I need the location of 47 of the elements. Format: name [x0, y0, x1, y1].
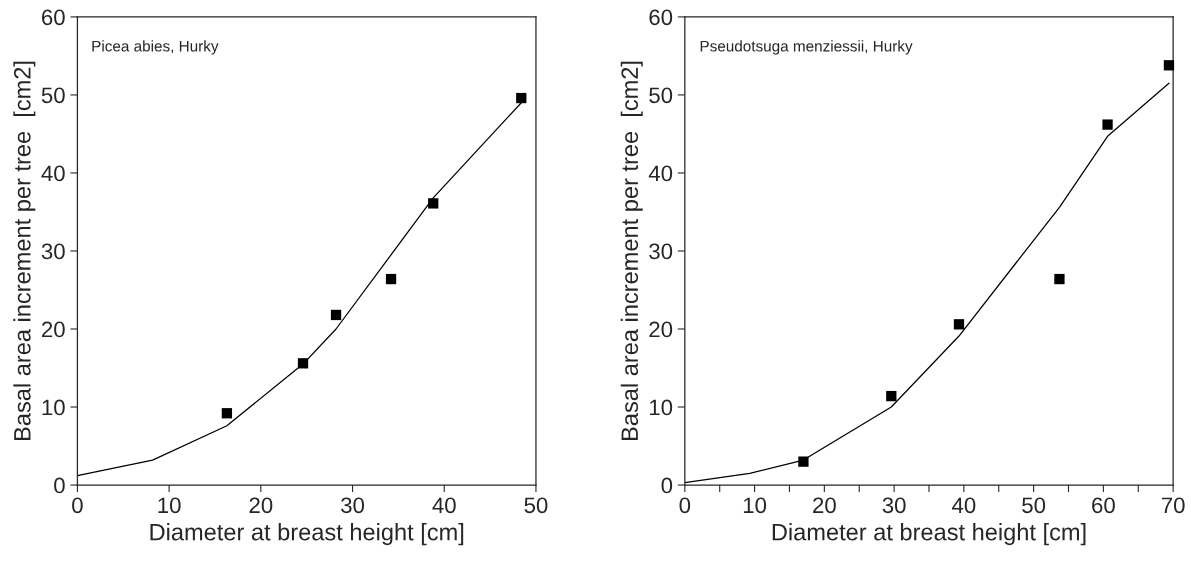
- y-tick-label: 0: [661, 477, 673, 494]
- y-tick-label: 20: [649, 321, 673, 338]
- x-axis-title: Diameter at breast height [cm]: [772, 523, 1086, 546]
- y-tick-label: 60: [649, 9, 673, 26]
- x-tick-label: 20: [813, 497, 836, 514]
- y-tick-label: 10: [650, 399, 673, 416]
- x-tick-label: 50: [524, 497, 548, 514]
- y-axis-title: Basal area increment per tree [cm2]: [13, 61, 36, 440]
- point: [428, 198, 439, 209]
- y-tick-label: 50: [41, 87, 65, 104]
- y-tick-label: 30: [41, 243, 65, 260]
- annotation: Picea abies, Hurky: [92, 40, 219, 55]
- point: [1102, 119, 1113, 130]
- x-tick-label: 30: [341, 497, 365, 514]
- x-tick-label: 70: [1161, 497, 1185, 514]
- x-tick-label: 10: [158, 497, 181, 514]
- x-tick-label: 40: [432, 497, 456, 514]
- y-axis-title: Basal area increment per tree [cm2]: [620, 61, 643, 440]
- y-tick-label: 60: [42, 9, 65, 26]
- point: [953, 319, 965, 330]
- x-tick-label: 20: [249, 497, 273, 514]
- annotation: Pseudotsuga menziessii, Hurky: [700, 40, 913, 55]
- x-axis-title: Diameter at breast height [cm]: [150, 523, 464, 546]
- y-tick-label: 40: [648, 165, 673, 182]
- y-tick-label: 40: [41, 165, 65, 182]
- point: [516, 92, 527, 104]
- point: [798, 456, 809, 467]
- point: [886, 390, 897, 402]
- x-tick-label: 0: [72, 497, 83, 514]
- line-series: [684, 82, 1170, 484]
- x-tick-label: 30: [882, 497, 906, 514]
- point: [330, 309, 342, 321]
- y-tick-label: 30: [649, 243, 673, 260]
- point: [1054, 273, 1065, 285]
- x-tick-label: 50: [1022, 497, 1046, 514]
- x-tick-label: 40: [952, 497, 976, 514]
- point: [1163, 60, 1175, 71]
- x-tick-label: 10: [743, 497, 767, 514]
- point: [221, 408, 233, 419]
- y-tick-label: 10: [42, 399, 65, 416]
- y-tick-label: 0: [54, 477, 65, 494]
- x-tick-label: 0: [679, 497, 691, 514]
- x-tick-label: 60: [1092, 497, 1115, 514]
- point: [297, 358, 309, 369]
- y-tick-label: 50: [649, 87, 673, 104]
- point: [385, 273, 397, 285]
- y-tick-label: 20: [42, 321, 65, 338]
